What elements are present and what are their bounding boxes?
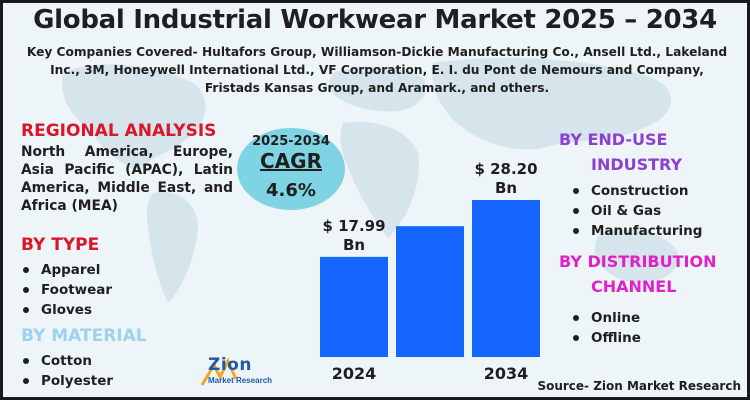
list-item: Online — [571, 308, 641, 328]
cagr-period: 2025-2034 — [252, 134, 330, 149]
bar-mid-1 — [396, 226, 464, 357]
x-tick-label: 2034 — [484, 364, 529, 383]
data-label-unit: Bn — [343, 236, 365, 254]
list-item: Oil & Gas — [571, 201, 702, 221]
cagr-circle — [237, 128, 345, 210]
logo-subtitle: Market Research — [208, 376, 273, 385]
list-item: Apparel — [21, 260, 112, 280]
data-label: $ 28.20 — [474, 160, 537, 178]
list-item: Polyester — [21, 371, 113, 391]
world-map-background — [62, 58, 679, 303]
by-distribution-list: Online Offline — [571, 308, 641, 348]
cagr-label: CAGR — [260, 149, 322, 173]
list-item: Construction — [571, 181, 702, 201]
page-title: Global Industrial Workwear Market 2025 –… — [33, 5, 717, 35]
by-end-use-heading-line2: INDUSTRY — [591, 155, 683, 174]
zion-logo-icon — [200, 357, 238, 386]
list-item: Footwear — [21, 280, 112, 300]
by-end-use-heading: BY END-USE — [559, 130, 668, 149]
list-item: Offline — [571, 328, 641, 348]
list-item: Gloves — [21, 300, 112, 320]
list-item: Cotton — [21, 351, 113, 371]
bar-2034 — [472, 200, 540, 357]
data-label: $ 17.99 — [322, 217, 385, 235]
by-type-list: Apparel Footwear Gloves — [21, 260, 112, 320]
list-item: Manufacturing — [571, 221, 702, 241]
regional-analysis-text: North America, Europe, Asia Pacific (APA… — [21, 144, 233, 214]
by-distribution-heading-line2: CHANNEL — [591, 277, 677, 296]
by-material-heading: BY MATERIAL — [21, 326, 147, 346]
by-distribution-heading: BY DISTRIBUTION — [559, 252, 717, 271]
logo-name: Zion — [208, 355, 252, 375]
by-end-use-list: Construction Oil & Gas Manufacturing — [571, 181, 702, 241]
key-companies-text: Key Companies Covered- Hultafors Group, … — [26, 45, 728, 95]
x-tick-label: 2024 — [332, 364, 377, 383]
regional-analysis-heading: REGIONAL ANALYSIS — [21, 121, 217, 141]
by-type-heading: BY TYPE — [21, 235, 100, 255]
by-material-list: Cotton Polyester — [21, 351, 113, 391]
bar-2024 — [320, 256, 388, 357]
data-label-unit: Bn — [495, 179, 517, 197]
cagr-value: 4.6% — [266, 180, 316, 201]
source-note: Source- Zion Market Research — [537, 379, 741, 393]
